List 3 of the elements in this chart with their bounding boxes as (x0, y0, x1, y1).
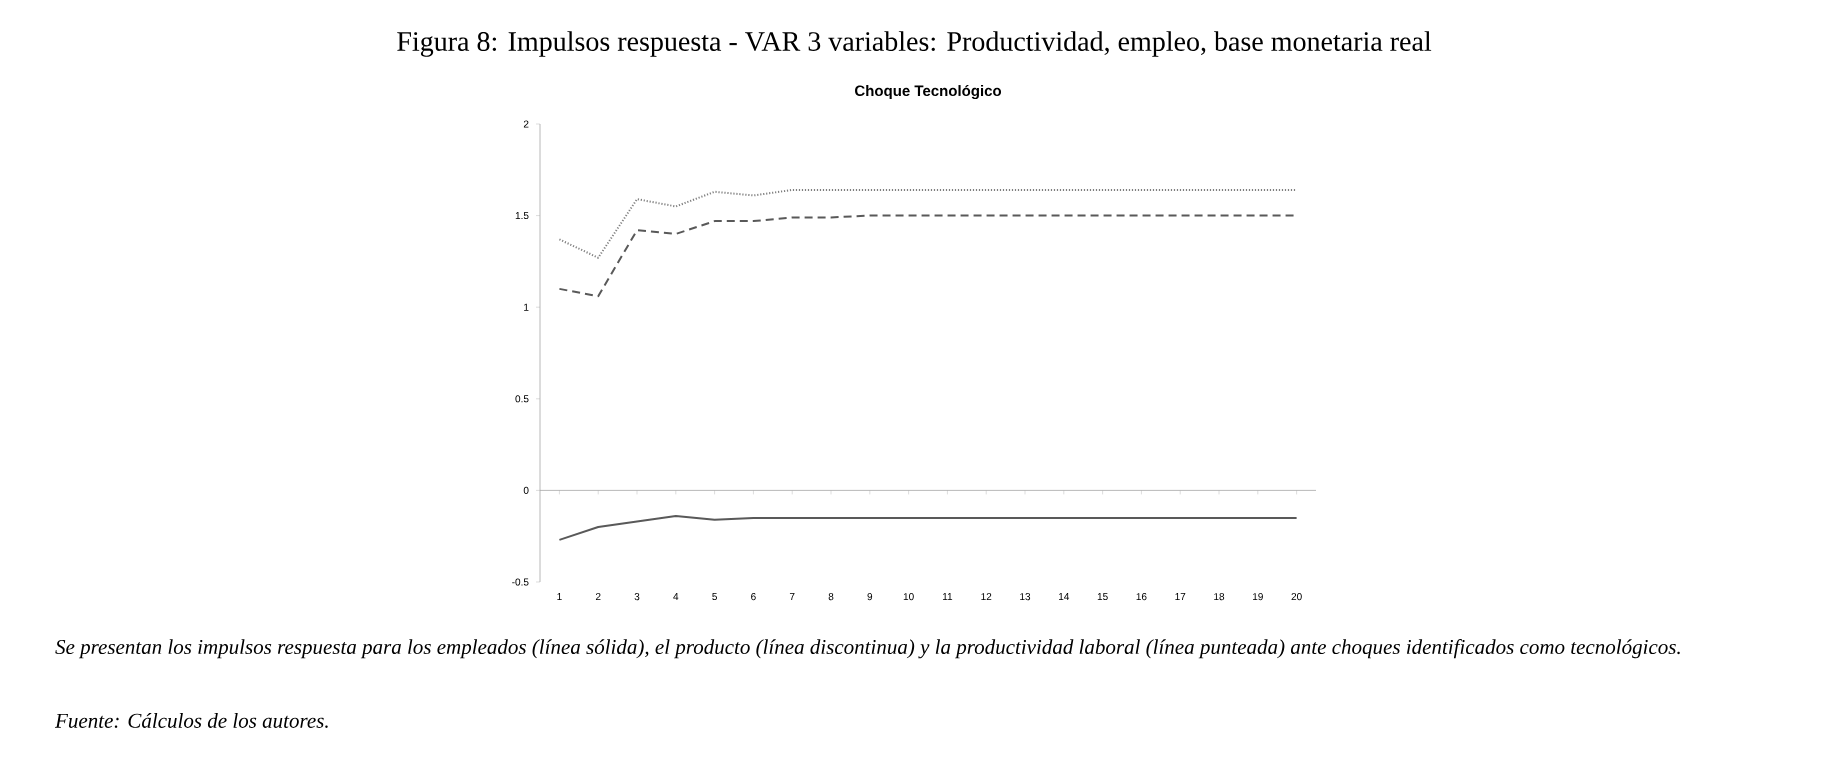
source-note: Fuente: Cálculos de los autores. (54, 713, 328, 728)
chart-title: Figura 8: Impulsos respuesta - VAR 3 variables: Productividad, empleo, base monetaria real (397, 31, 1432, 57)
text: Se presentan los impulsos respuesta para los empleados (línea sólida), el producto (línea discontinua) y la productividad laboral (línea punteada) ante choques identificados como tecnológicos. (55, 639, 1680, 659)
